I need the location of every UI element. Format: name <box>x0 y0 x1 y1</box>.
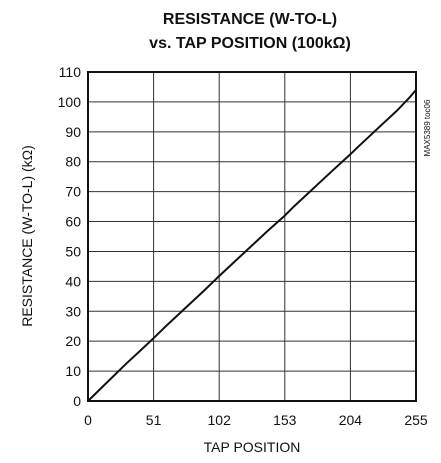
series-line <box>87 89 417 402</box>
x-tick-label: 51 <box>146 412 162 428</box>
chart-title-line-2: vs. TAP POSITION (100kΩ) <box>149 35 351 52</box>
y-tick-label: 40 <box>65 273 81 289</box>
x-tick-label: 0 <box>84 412 92 428</box>
y-tick-label: 10 <box>65 363 81 379</box>
y-tick-label: 30 <box>65 303 81 319</box>
y-tick-label: 110 <box>59 64 82 80</box>
x-tick-label: 204 <box>339 412 363 428</box>
y-tick-label: 0 <box>73 393 81 409</box>
plot-frame <box>87 71 417 402</box>
y-tick-label: 70 <box>65 184 81 200</box>
y-tick-label: 80 <box>65 154 81 170</box>
x-tick-labels: 0 51 102 153 204 255 <box>84 412 428 428</box>
y-tick-label: 60 <box>65 214 81 230</box>
x-tick-label: 255 <box>404 412 428 428</box>
y-tick-label: 50 <box>65 243 81 259</box>
x-tick-label: 102 <box>208 412 232 428</box>
y-tick-label: 90 <box>65 124 81 140</box>
x-axis-label: TAP POSITION <box>204 439 301 455</box>
figure-code-label: MAX5389 toc06 <box>423 99 432 156</box>
x-tick-label: 153 <box>273 412 297 428</box>
chart-title-line-1: RESISTANCE (W-TO-L) <box>163 11 337 28</box>
y-tick-label: 100 <box>58 94 82 110</box>
y-tick-labels: 0 10 20 30 40 50 60 70 80 90 100 110 <box>58 64 82 409</box>
grid-lines <box>88 72 416 401</box>
y-axis-label: RESISTANCE (W-TO-L) (kΩ) <box>19 145 35 327</box>
y-tick-label: 20 <box>65 333 81 349</box>
